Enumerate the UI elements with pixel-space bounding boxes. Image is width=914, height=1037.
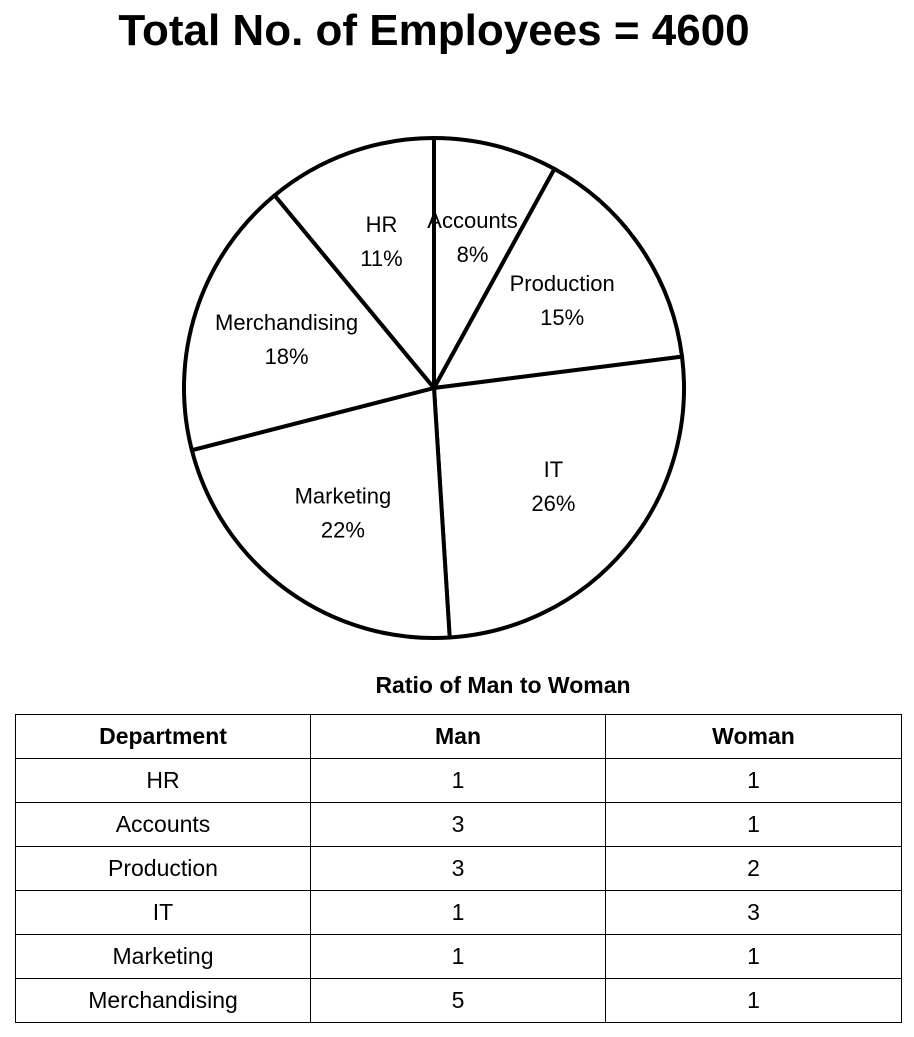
table-row: Marketing 1 1 [15, 934, 902, 979]
pie-slice-production [432, 166, 685, 390]
department-cell: HR [15, 758, 311, 803]
department-cell: Marketing [15, 934, 311, 979]
slice-label-marketing: Marketing [295, 483, 392, 508]
slice-value-marketing: 22% [321, 517, 365, 542]
ratio-table: Department Man Woman HR 1 1 Accounts 3 1… [15, 714, 902, 1023]
slice-label-production: Production [510, 271, 615, 296]
woman-cell: 1 [605, 802, 902, 847]
woman-cell: 1 [605, 758, 902, 803]
man-cell: 1 [310, 758, 606, 803]
department-cell: Accounts [15, 802, 311, 847]
page-title: Total No. of Employees = 4600 [118, 6, 750, 55]
pie-chart: Accounts 8% Production 15% IT 26% Marketing 22%… [182, 136, 686, 640]
man-cell: 5 [310, 978, 606, 1023]
slice-label-merchandising: Merchandising [215, 310, 358, 335]
man-cell: 3 [310, 802, 606, 847]
woman-cell: 2 [605, 846, 902, 891]
pie-slice-marketing [189, 386, 452, 640]
pie-slice-it [432, 354, 686, 640]
column-header-department: Department [15, 714, 311, 759]
table-row: Production 3 2 [15, 846, 902, 891]
pie-slice-accounts [432, 136, 557, 390]
table-title: Ratio of Man to Woman [375, 672, 631, 698]
column-header-woman: Woman [605, 714, 902, 759]
department-cell: IT [15, 890, 311, 935]
pie-slice-hr [272, 136, 436, 390]
slice-value-production: 15% [540, 305, 584, 330]
slice-label-accounts: Accounts [427, 208, 518, 233]
table-row: Merchandising 5 1 [15, 978, 902, 1023]
woman-cell: 1 [605, 978, 902, 1023]
woman-cell: 3 [605, 890, 902, 935]
slice-value-merchandising: 18% [265, 344, 309, 369]
table-row: IT 1 3 [15, 890, 902, 935]
slice-label-it: IT [544, 457, 564, 482]
table-row: Accounts 3 1 [15, 802, 902, 847]
woman-cell: 1 [605, 934, 902, 979]
slice-value-it: 26% [531, 491, 575, 516]
man-cell: 1 [310, 890, 606, 935]
man-cell: 3 [310, 846, 606, 891]
slice-label-hr: HR [366, 212, 398, 237]
slice-value-accounts: 8% [457, 242, 489, 267]
table-header-row: Department Man Woman [15, 714, 902, 759]
slice-value-hr: 11% [360, 246, 402, 271]
department-cell: Production [15, 846, 311, 891]
man-cell: 1 [310, 934, 606, 979]
department-cell: Merchandising [15, 978, 311, 1023]
column-header-man: Man [310, 714, 606, 759]
pie-slice-merchandising [182, 193, 436, 453]
table-row: HR 1 1 [15, 758, 902, 803]
